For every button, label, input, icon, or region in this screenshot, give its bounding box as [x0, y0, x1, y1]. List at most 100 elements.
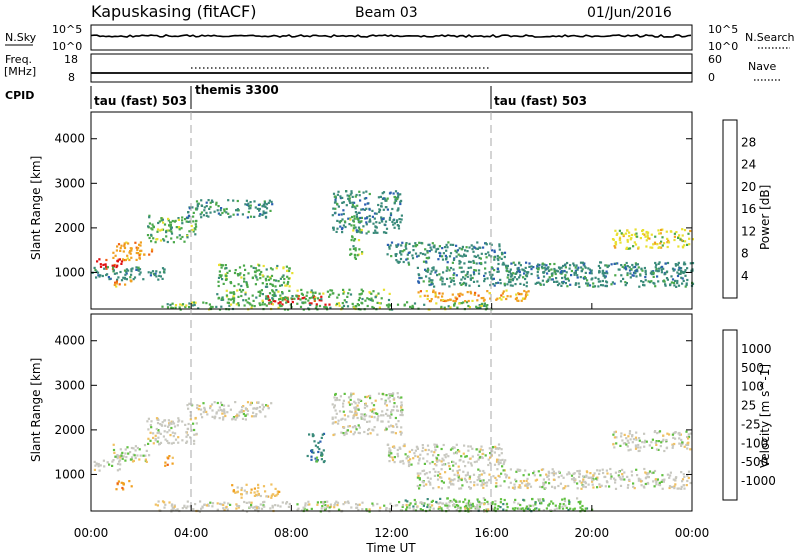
heatmap-cell — [676, 487, 679, 490]
heatmap-cell — [437, 486, 440, 489]
heatmap-cell — [482, 479, 485, 482]
heatmap-cell — [489, 297, 492, 300]
heatmap-cell — [367, 428, 370, 432]
heatmap-cell — [687, 435, 691, 439]
heatmap-cell — [574, 283, 577, 286]
heatmap-cell — [526, 477, 529, 480]
heatmap-cell — [595, 477, 598, 480]
heatmap-cell — [392, 219, 395, 222]
heatmap-cell — [219, 275, 222, 278]
heatmap-cell — [448, 505, 451, 508]
heatmap-cell — [297, 507, 300, 510]
heatmap-cell — [365, 232, 368, 235]
heatmap-cell — [488, 473, 491, 476]
heatmap-cell — [242, 405, 245, 408]
heatmap-cell — [663, 478, 666, 481]
heatmap-cell — [466, 250, 469, 253]
heatmap-cell — [317, 441, 320, 444]
heatmap-cell — [409, 305, 412, 308]
colorbar-tick-label: 500 — [741, 361, 764, 375]
colorbar-tick-label: 24 — [741, 158, 756, 172]
heatmap-cell — [253, 200, 256, 203]
heatmap-cell — [203, 409, 206, 412]
heatmap-cell — [576, 497, 579, 500]
heatmap-cell — [368, 192, 371, 196]
heatmap-cell — [649, 246, 652, 249]
heatmap-cell — [619, 444, 622, 447]
heatmap-cell — [452, 452, 456, 455]
heatmap-cell — [480, 252, 483, 255]
heatmap-cell — [509, 275, 512, 278]
heatmap-cell — [443, 306, 446, 309]
heatmap-cell — [418, 487, 421, 490]
heatmap-cell — [612, 238, 615, 241]
heatmap-cell — [306, 291, 309, 294]
heatmap-cell — [351, 205, 354, 209]
heatmap-cell — [680, 442, 683, 446]
heatmap-cell — [392, 445, 396, 448]
heatmap-cell — [429, 300, 432, 303]
heatmap-cell — [557, 270, 560, 273]
heatmap-cell — [397, 208, 400, 211]
heatmap-cell — [476, 280, 479, 283]
heatmap-cell — [412, 249, 415, 252]
heatmap-cell — [121, 451, 124, 454]
heatmap-cell — [342, 292, 345, 295]
heatmap-cell — [401, 250, 404, 253]
heatmap-cell — [434, 293, 437, 296]
heatmap-cell — [277, 306, 280, 309]
heatmap-cell — [304, 504, 307, 507]
heatmap-cell — [580, 481, 583, 484]
heatmap-cell — [391, 505, 394, 508]
heatmap-cell — [366, 304, 369, 308]
heatmap-cell — [115, 265, 118, 269]
heatmap-cell — [454, 462, 457, 465]
heatmap-cell — [438, 292, 441, 295]
heatmap-cell — [178, 234, 181, 237]
heatmap-cell — [217, 276, 221, 279]
heatmap-cell — [459, 282, 462, 285]
heatmap-cell — [388, 447, 391, 450]
heatmap-cell — [434, 295, 437, 298]
heatmap-cell — [450, 279, 453, 282]
heatmap-cell — [337, 508, 341, 511]
heatmap-cell — [480, 297, 483, 300]
heatmap-cell — [632, 271, 636, 274]
heatmap-cell — [264, 277, 267, 280]
heatmap-cell — [550, 278, 553, 281]
heatmap-cell — [385, 404, 388, 407]
heatmap-cell — [527, 290, 530, 293]
heatmap-cell — [158, 274, 161, 277]
heatmap-cell — [564, 504, 567, 507]
heatmap-cell — [691, 262, 695, 265]
heatmap-cell — [460, 477, 463, 480]
heatmap-cell — [240, 486, 243, 490]
heatmap-cell — [622, 442, 625, 445]
heatmap-cell — [476, 241, 479, 244]
heatmap-cell — [353, 412, 356, 415]
heatmap-cell — [494, 445, 497, 448]
heatmap-cell — [436, 474, 440, 477]
heatmap-cell — [562, 270, 565, 273]
heatmap-cell — [458, 459, 461, 462]
heatmap-cell — [423, 303, 426, 306]
heatmap-cell — [192, 230, 195, 233]
heatmap-cell — [533, 474, 536, 477]
heatmap-cell — [403, 443, 406, 446]
heatmap-cell — [497, 463, 500, 466]
heatmap-cell — [655, 440, 658, 443]
heatmap-cell — [641, 441, 644, 444]
heatmap-cell — [263, 201, 267, 204]
heatmap-cell — [271, 297, 274, 300]
heatmap-cell — [178, 226, 181, 229]
heatmap-cell — [276, 490, 279, 493]
heatmap-cell — [339, 225, 342, 228]
heatmap-cell — [103, 465, 106, 468]
heatmap-cell — [166, 439, 169, 443]
heatmap-cell — [384, 402, 387, 405]
heatmap-cell — [429, 246, 432, 249]
heatmap-cell — [403, 249, 406, 252]
heatmap-cell — [369, 432, 372, 435]
heatmap-cell — [193, 433, 196, 436]
heatmap-cell — [445, 258, 448, 261]
